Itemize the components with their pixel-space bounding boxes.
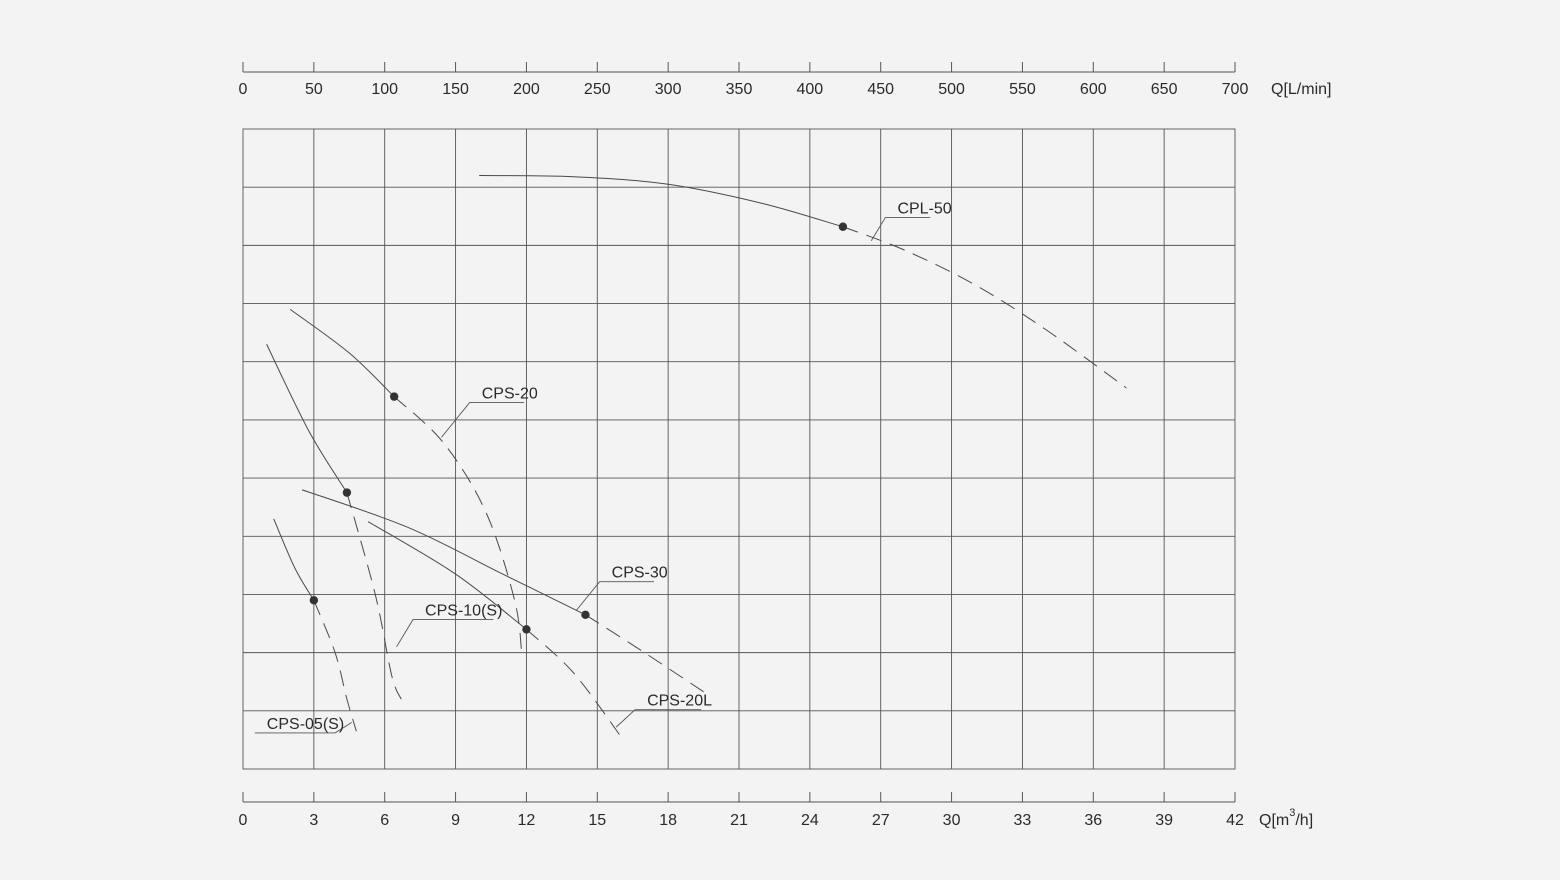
label-cps-30-leader (575, 581, 654, 612)
series-cps-20-solid-curve (289, 308, 395, 397)
series-cps-05-s-dashed-curve (313, 600, 357, 732)
top-axis-tick-label-5: 250 (584, 81, 611, 98)
bottom-axis-tick-label-10: 30 (943, 812, 961, 829)
label-cps-05-s-leader (254, 722, 352, 734)
bottom-axis-tick-label-12: 36 (1084, 812, 1102, 829)
top-axis-tick-label-14: 700 (1222, 81, 1249, 98)
series-cps-20-dashed-curve (393, 396, 523, 653)
series-cpl-50-operating-point (838, 222, 848, 231)
label-cpl-50: CPL-50 (897, 200, 951, 217)
top-axis-tick-label-8: 400 (797, 81, 824, 98)
top-axis-tick-label-9: 450 (867, 81, 894, 98)
series-cps-10-s-solid-curve (266, 344, 348, 493)
series-cps-05-s-solid-curve (273, 518, 315, 601)
series-cpl-50-dashed-curve (842, 226, 1127, 389)
grid-horizontal-lines (243, 186, 1235, 712)
label-cpl-50-leader (870, 216, 931, 241)
top-axis-tick-label-3: 150 (442, 81, 469, 98)
top-axis-tick-label-1: 50 (305, 81, 323, 98)
label-cps-20-leader (441, 402, 525, 438)
top-axis-tick-label-0: 0 (239, 81, 248, 98)
series-label-leaders: CPL-50 CPS-20 CPS-30 CPS-10(S) CPS-20L CPS-05… (254, 200, 952, 734)
bottom-axis-tick-label-13: 39 (1155, 812, 1173, 829)
label-cps-05-s: CPS-05(S) (267, 716, 344, 733)
top-axis-tick-label-10: 500 (938, 81, 965, 98)
bottom-axis-tick-label-6: 18 (659, 812, 677, 829)
bottom-axis-tick-label-1: 3 (309, 812, 318, 829)
series-cps-05-s-operating-point (309, 596, 319, 605)
bottom-axis-unit-superscript: 3 (1289, 807, 1295, 819)
series-cps-10-s-operating-point (342, 488, 352, 497)
plot-area: CPL-50 CPS-20 CPS-30 CPS-10(S) CPS-20L CPS-05… (242, 128, 1236, 770)
series-cpl-50-solid-curve (479, 175, 844, 228)
top-axis-tick-label-2: 100 (371, 81, 398, 98)
performance-curves (266, 175, 1127, 741)
series-cps-20l-operating-point (522, 625, 531, 634)
bottom-axis-tick-label-9: 27 (872, 812, 890, 829)
top-axis-ticks: 0 50 100 150 200 250 300 350 400 450 500 550 600 650 7… (239, 62, 1249, 98)
bottom-axis-tick-label-2: 6 (380, 812, 389, 829)
bottom-axis-unit-prefix: Q[m (1259, 812, 1289, 829)
bottom-axis-tick-label-0: 0 (239, 812, 248, 829)
bottom-axis-unit-suffix: /h] (1295, 812, 1313, 829)
top-axis-tick-label-11: 550 (1009, 81, 1036, 98)
series-cps-30-solid-curve (301, 489, 586, 616)
label-cps-10-s-leader (396, 619, 494, 648)
series-cps-30-operating-point (581, 610, 590, 620)
top-axis-lpm: 0 50 100 150 200 250 300 350 400 450 500 550 600 650 7… (239, 62, 1331, 98)
series-cps-20-operating-point (389, 392, 399, 401)
top-axis-tick-label-13: 650 (1151, 81, 1178, 98)
label-cps-10-s: CPS-10(S) (425, 602, 502, 619)
bottom-axis-tick-label-11: 33 (1014, 812, 1032, 829)
bottom-axis-ticks: 0 3 6 9 12 15 18 21 24 27 30 33 36 39 42 (239, 792, 1244, 829)
series-cps-20l-dashed-curve (526, 628, 624, 741)
series-cps-30-dashed-curve (585, 614, 707, 694)
top-axis-tick-label-7: 350 (726, 81, 753, 98)
label-cps-20l-leader (615, 709, 702, 728)
top-axis-tick-label-12: 600 (1080, 81, 1107, 98)
bottom-axis-tick-label-5: 15 (588, 812, 606, 829)
bottom-axis-tick-label-8: 24 (801, 812, 819, 829)
top-axis-unit-label: Q[L/min] (1271, 81, 1331, 98)
series-cps-20l-solid-curve (367, 521, 527, 630)
top-axis-tick-label-4: 200 (513, 81, 540, 98)
bottom-axis-tick-label-7: 21 (730, 812, 748, 829)
bottom-axis-m3h: 0 3 6 9 12 15 18 21 24 27 30 33 36 39 42 Q[m3/h] (239, 792, 1313, 829)
label-cps-30: CPS-30 (612, 565, 668, 582)
series-cps-10-s-dashed-curve (346, 492, 402, 700)
operating-points (309, 222, 848, 634)
bottom-axis-tick-label-14: 42 (1226, 812, 1244, 829)
top-axis-tick-label-6: 300 (655, 81, 682, 98)
label-cps-20: CPS-20 (482, 385, 538, 402)
bottom-axis-tick-label-4: 12 (518, 812, 536, 829)
bottom-axis-unit-label: Q[m3/h] (1259, 807, 1313, 829)
bottom-axis-tick-label-3: 9 (451, 812, 460, 829)
label-cps-20l: CPS-20L (647, 693, 712, 710)
grid-vertical-lines (313, 129, 1165, 769)
